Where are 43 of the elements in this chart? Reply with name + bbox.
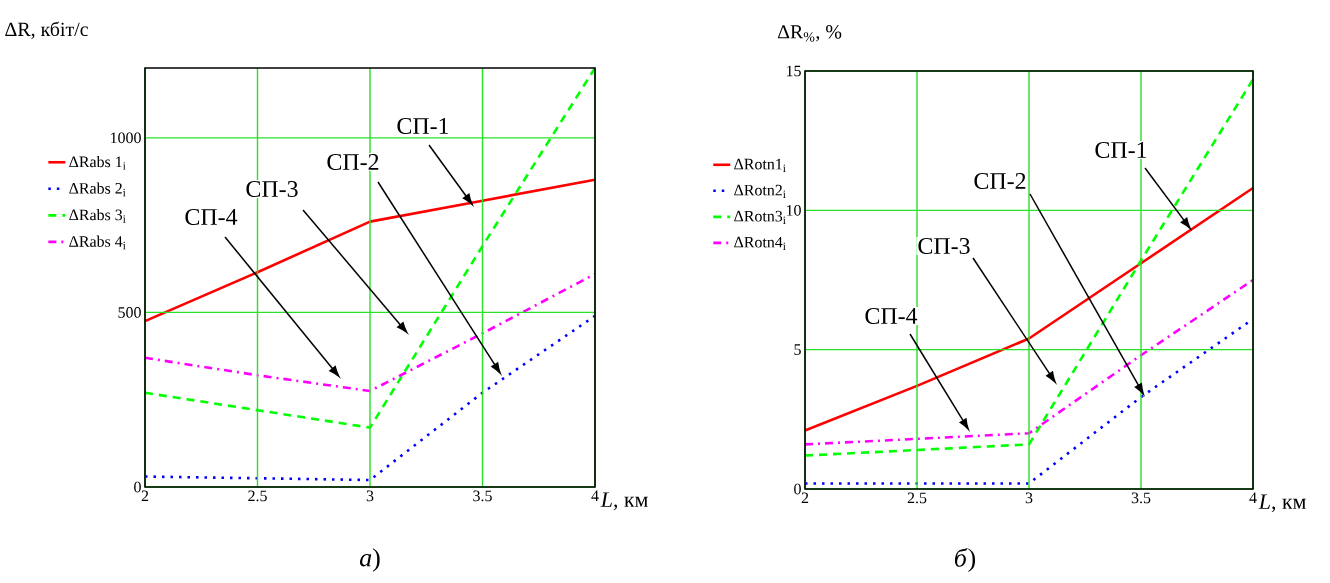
annotation: СП-4: [865, 307, 918, 325]
legend-label: ΔRabs 3$_{i}$: [69, 209, 126, 223]
legend-label: ΔRabs 4$_{i}$: [69, 235, 126, 250]
legend-label: ΔRotn3$_{i}$: [734, 210, 786, 224]
line-series: [143, 178, 597, 323]
x-tick-label: 2: [141, 490, 149, 502]
annotation: СП-2: [974, 172, 1026, 190]
line-series: [803, 78, 1255, 457]
x-tick-label: 2.5: [907, 492, 927, 504]
x-axis-title: L, км: [1258, 494, 1306, 513]
x-tick-label: 3.5: [473, 490, 492, 502]
annotation: СП-2: [327, 153, 379, 171]
x-tick-label: 2.5: [248, 490, 267, 502]
x-axis-title: L, км: [600, 492, 648, 511]
text: б): [954, 547, 976, 573]
y-tick-label: 0: [794, 483, 801, 495]
annotation: СП-3: [918, 237, 970, 255]
x-tick-label: 3: [1025, 492, 1033, 504]
text: а): [359, 548, 380, 572]
x-tick-label: 3: [366, 490, 374, 502]
x-tick-label: 3.5: [1131, 492, 1151, 504]
legend-label: ΔRabs 1$_{i}$: [69, 155, 126, 170]
y-tick-label: 5: [794, 344, 801, 355]
x-tick-label: 2: [801, 492, 809, 504]
line-series: [803, 278, 1255, 446]
legend-label: ΔRabs 2$_{i}$: [69, 182, 126, 197]
x-tick-label: 4: [591, 490, 599, 502]
annotation: СП-3: [246, 180, 298, 198]
y-tick-label: 0: [134, 481, 141, 493]
y-tick-label: 1000: [111, 132, 141, 144]
annotation: СП-1: [1095, 141, 1147, 159]
x-tick-label: 4: [1249, 492, 1257, 504]
y-tick-label: 500: [118, 307, 141, 318]
legend-label: ΔRotn4$_{i}$: [734, 236, 786, 250]
y-axis-title: ΔR, кбіт/с: [5, 21, 88, 39]
annotation: СП-4: [185, 208, 238, 226]
legend-label: ΔRotn1$_{i}$: [734, 158, 786, 172]
line-series: [143, 66, 597, 429]
legend-label: ΔRotn2$_{i}$: [734, 184, 786, 198]
y-tick-label: 10: [786, 204, 801, 216]
y-tick-label: 15: [786, 65, 801, 77]
annotation: СП-1: [397, 117, 449, 135]
y-axis-title: ΔR$_{%}$, %: [777, 25, 842, 42]
